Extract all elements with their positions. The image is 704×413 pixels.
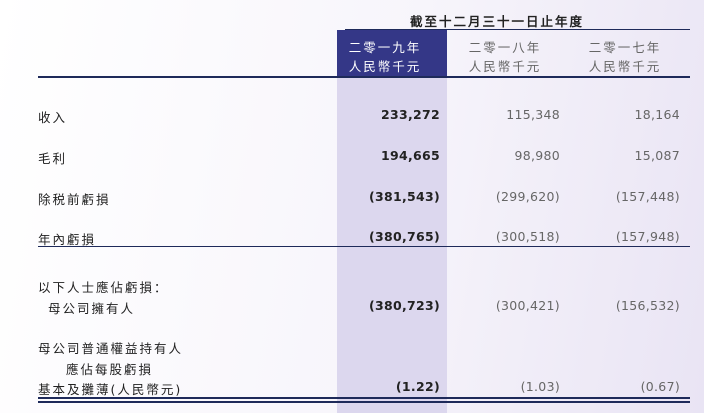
cell-value: (380,765) [368,229,440,244]
cell-value: 233,272 [380,107,440,122]
row-label: 除税前虧損 [38,192,111,207]
row-label: 母公司普通權益持有人 [38,341,184,356]
cell-value: (157,948) [615,229,680,244]
cell-value: (300,518) [495,229,560,244]
rule [38,401,690,403]
cell-value: (381,543) [368,189,440,204]
cell-value: 18,164 [634,107,680,122]
cell-value: (156,532) [615,298,680,313]
row-label: 應佔每股虧損 [66,362,154,377]
cell-value: (0.67) [640,379,680,394]
cell-value: (157,448) [615,189,680,204]
cell-value: (380,723) [368,298,440,313]
rule [38,246,690,247]
cell-value: 98,980 [514,148,560,163]
period-header: 截至十二月三十一日止年度 [410,14,585,29]
row-label: 以下人士應佔虧損： [38,280,169,295]
cell-value: (1.22) [395,379,440,394]
column-unit: 人民幣千元 [588,59,662,74]
row-label: 年內虧損 [38,232,97,247]
rule [345,29,690,30]
row-label: 基本及攤薄(人民幣元) [38,382,183,397]
column-unit: 人民幣千元 [468,59,542,74]
cell-value: (299,620) [495,189,560,204]
column-year: 二零一九年 [348,40,422,55]
row-label: 收入 [38,110,68,125]
cell-value: 115,348 [506,107,560,122]
rule [38,397,690,399]
highlight-header [337,30,447,76]
column-year: 二零一七年 [588,40,662,55]
highlight-column [337,30,447,413]
rule [38,76,690,78]
row-label: 母公司擁有人 [48,301,136,316]
cell-value: 15,087 [634,148,680,163]
column-year: 二零一八年 [468,40,542,55]
column-unit: 人民幣千元 [348,59,422,74]
cell-value: (1.03) [520,379,560,394]
cell-value: (300,421) [495,298,560,313]
row-label: 毛利 [38,151,68,166]
cell-value: 194,665 [380,148,440,163]
